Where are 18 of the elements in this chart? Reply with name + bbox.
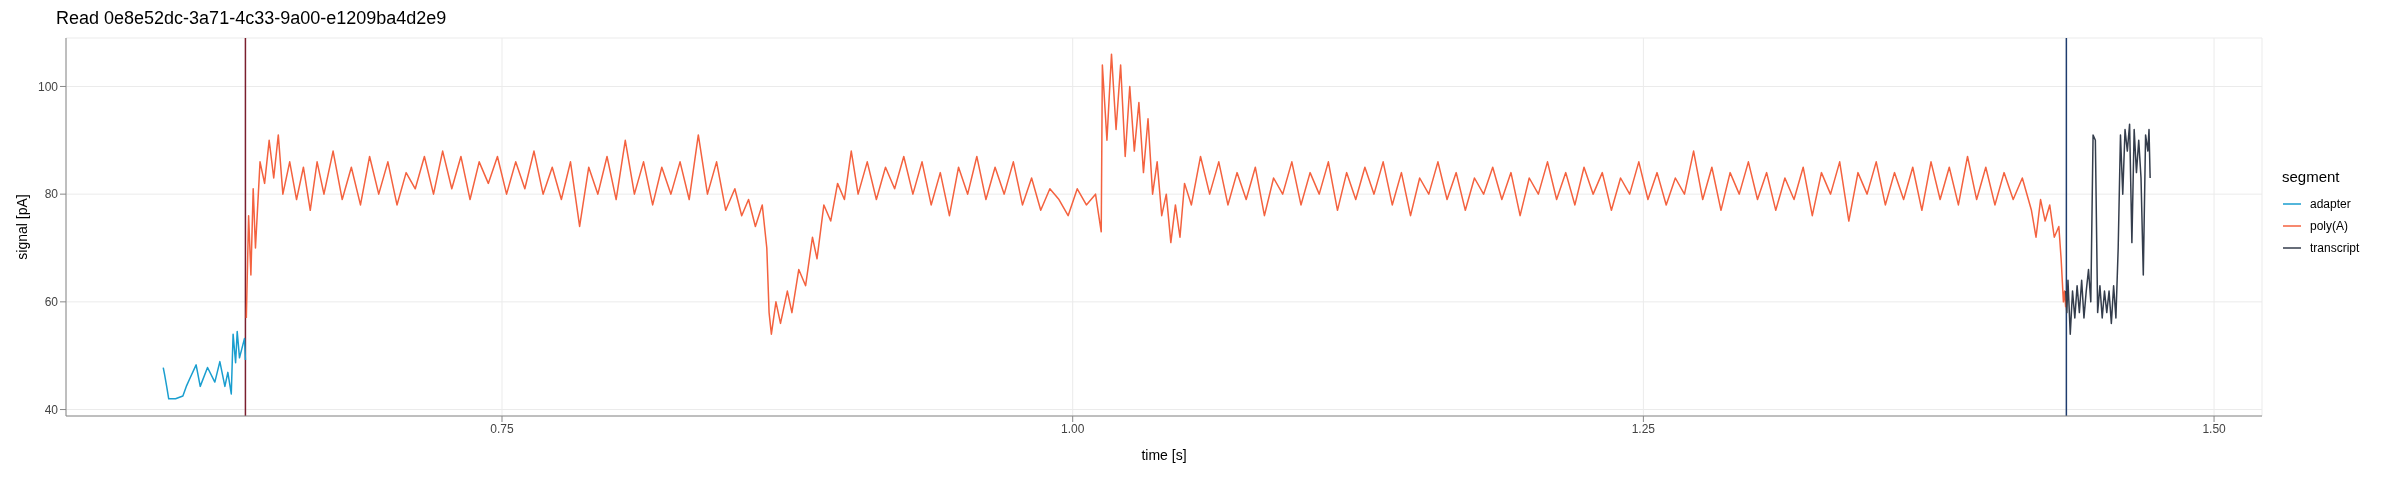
x-tick-label: 1.25 — [1631, 421, 1656, 436]
x-tick-label: 0.75 — [490, 421, 515, 436]
x-axis-title: time [s] — [1141, 447, 1187, 463]
legend-label: poly(A) — [2310, 219, 2349, 233]
line-series — [2064, 123, 2151, 335]
y-tick-label: 40 — [44, 402, 59, 417]
legend-label: transcript — [2310, 241, 2360, 255]
y-tick-label: 60 — [44, 295, 59, 310]
y-tick-label: 80 — [44, 187, 59, 202]
x-tick-label: 1.50 — [2202, 421, 2227, 436]
x-tick-label: 1.00 — [1061, 421, 1085, 436]
chart-title: Read 0e8e52dc-3a71-4c33-9a00-e1209ba4d2e9 — [55, 8, 448, 30]
y-tick-label: 100 — [37, 79, 59, 94]
legend-title: segment — [2282, 168, 2341, 185]
y-axis-title: signal [pA] — [13, 194, 30, 260]
line-series — [245, 53, 2067, 335]
legend-label: adapter — [2310, 197, 2351, 211]
line-series — [162, 330, 247, 400]
